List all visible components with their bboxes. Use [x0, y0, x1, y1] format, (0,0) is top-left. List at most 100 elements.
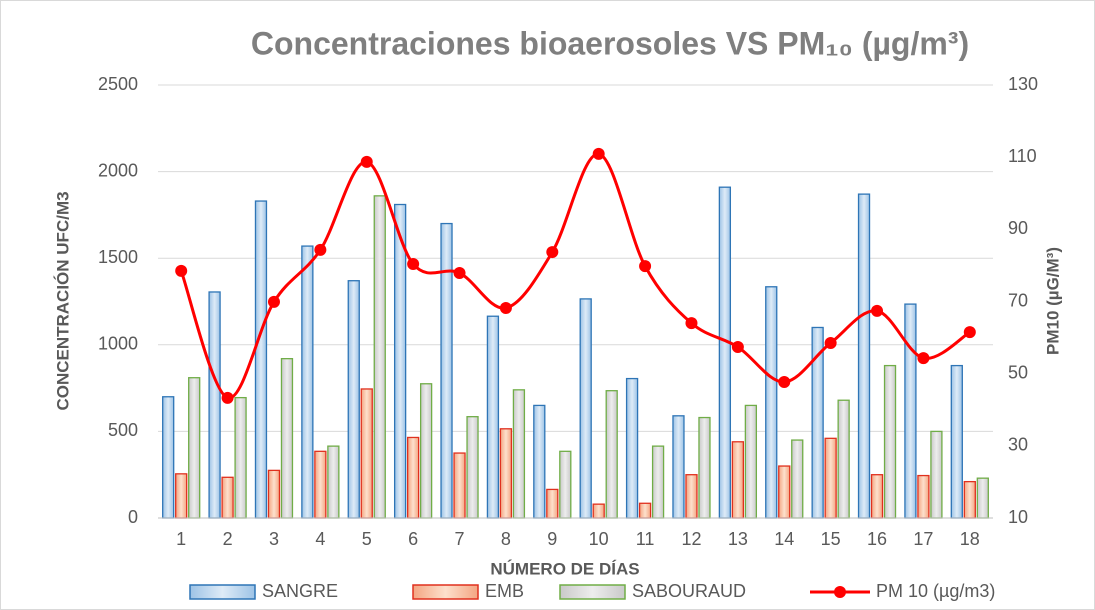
y2-tick-label: 50 — [1008, 362, 1028, 382]
bar — [234, 396, 247, 519]
bar — [314, 450, 327, 519]
line-marker — [314, 243, 327, 256]
bar — [718, 186, 732, 519]
legend-label: PM 10 (µg/m3) — [876, 581, 995, 601]
x-tick-label: 13 — [728, 529, 748, 549]
line-marker — [546, 246, 559, 259]
bar — [638, 502, 652, 519]
x-tick-label: 15 — [821, 529, 841, 549]
bar — [280, 358, 294, 519]
line-marker — [824, 336, 837, 349]
x-axis-label: NÚMERO DE DÍAS — [490, 559, 639, 578]
x-tick-label: 16 — [867, 529, 887, 549]
legend-label: EMB — [485, 581, 524, 601]
bar — [406, 436, 420, 519]
bar — [440, 222, 453, 519]
bar — [533, 404, 546, 519]
line-marker — [639, 260, 652, 273]
x-tick-label: 14 — [774, 529, 794, 549]
line-marker — [963, 326, 976, 339]
bar — [685, 474, 698, 519]
line-marker — [499, 301, 512, 314]
y-tick-label: 1500 — [98, 247, 138, 267]
bar — [731, 441, 745, 519]
x-tick-label: 2 — [223, 529, 233, 549]
y2-tick-label: 130 — [1008, 74, 1038, 94]
legend-key — [412, 584, 479, 600]
y2-tick-label: 110 — [1008, 146, 1037, 166]
bar — [327, 445, 340, 519]
bar — [453, 452, 466, 519]
bar — [546, 488, 559, 519]
y-tick-label: 0 — [128, 507, 138, 527]
y-tick-label: 2500 — [98, 74, 138, 94]
bar — [778, 465, 791, 519]
bar — [592, 503, 605, 519]
line-marker — [871, 304, 884, 317]
bar — [857, 193, 871, 519]
bar — [917, 474, 930, 519]
line-marker — [778, 375, 791, 388]
line-marker — [267, 295, 280, 308]
bar — [393, 203, 407, 519]
x-tick-label: 8 — [501, 529, 511, 549]
bar — [486, 315, 500, 519]
bar — [791, 439, 804, 519]
bar — [930, 430, 943, 519]
legend-label: SABOURAUD — [632, 581, 746, 601]
line-marker — [407, 257, 420, 270]
bar — [419, 383, 433, 519]
bar — [267, 469, 281, 519]
x-tick-label: 18 — [960, 529, 980, 549]
bar — [698, 416, 711, 519]
y2-tick-label: 70 — [1008, 290, 1028, 310]
y-tick-label: 1000 — [98, 334, 138, 354]
y-tick-label: 500 — [108, 420, 138, 440]
bar — [744, 404, 758, 519]
bar — [625, 377, 639, 519]
y2-tick-label: 90 — [1008, 218, 1028, 238]
x-tick-label: 9 — [547, 529, 557, 549]
x-tick-label: 7 — [455, 529, 465, 549]
bar — [837, 399, 850, 519]
bar — [870, 474, 884, 519]
bar — [605, 390, 618, 519]
bar — [347, 280, 360, 519]
x-tick-label: 4 — [315, 529, 325, 549]
y2-tick-label: 30 — [1008, 435, 1028, 455]
bar — [373, 195, 386, 519]
bar — [883, 364, 897, 519]
bar — [188, 377, 201, 519]
x-tick-label: 12 — [681, 529, 701, 549]
bar — [651, 445, 665, 519]
chart-title: Concentraciones bioaerosoles VS PM₁₀ (µg… — [251, 25, 969, 61]
x-tick-label: 6 — [408, 529, 418, 549]
bar — [254, 200, 268, 519]
bar — [950, 364, 963, 519]
x-tick-label: 1 — [176, 529, 186, 549]
y2-axis-label: PM10 (µG/M³) — [1043, 247, 1062, 355]
x-tick-label: 11 — [636, 529, 655, 549]
legend-key — [559, 584, 626, 600]
x-tick-label: 17 — [913, 529, 933, 549]
legend-key-marker — [834, 586, 846, 598]
bar — [904, 303, 917, 519]
legend-label: SANGRE — [262, 581, 338, 601]
legend-key — [189, 584, 256, 600]
line-marker — [453, 266, 466, 279]
bar — [499, 428, 513, 519]
bar — [512, 389, 526, 519]
line-marker — [731, 340, 744, 353]
line-marker — [592, 147, 605, 160]
line-marker — [360, 155, 373, 168]
bar — [466, 416, 479, 519]
bar — [360, 388, 373, 519]
y-tick-label: 2000 — [98, 160, 138, 180]
y-axis-label: CONCENTRACIÓN UFC/M3 — [53, 191, 72, 410]
bar — [559, 450, 572, 519]
line-marker — [221, 391, 234, 404]
bar — [162, 396, 175, 519]
y2-tick-label: 10 — [1008, 507, 1028, 527]
line-marker — [685, 317, 698, 330]
